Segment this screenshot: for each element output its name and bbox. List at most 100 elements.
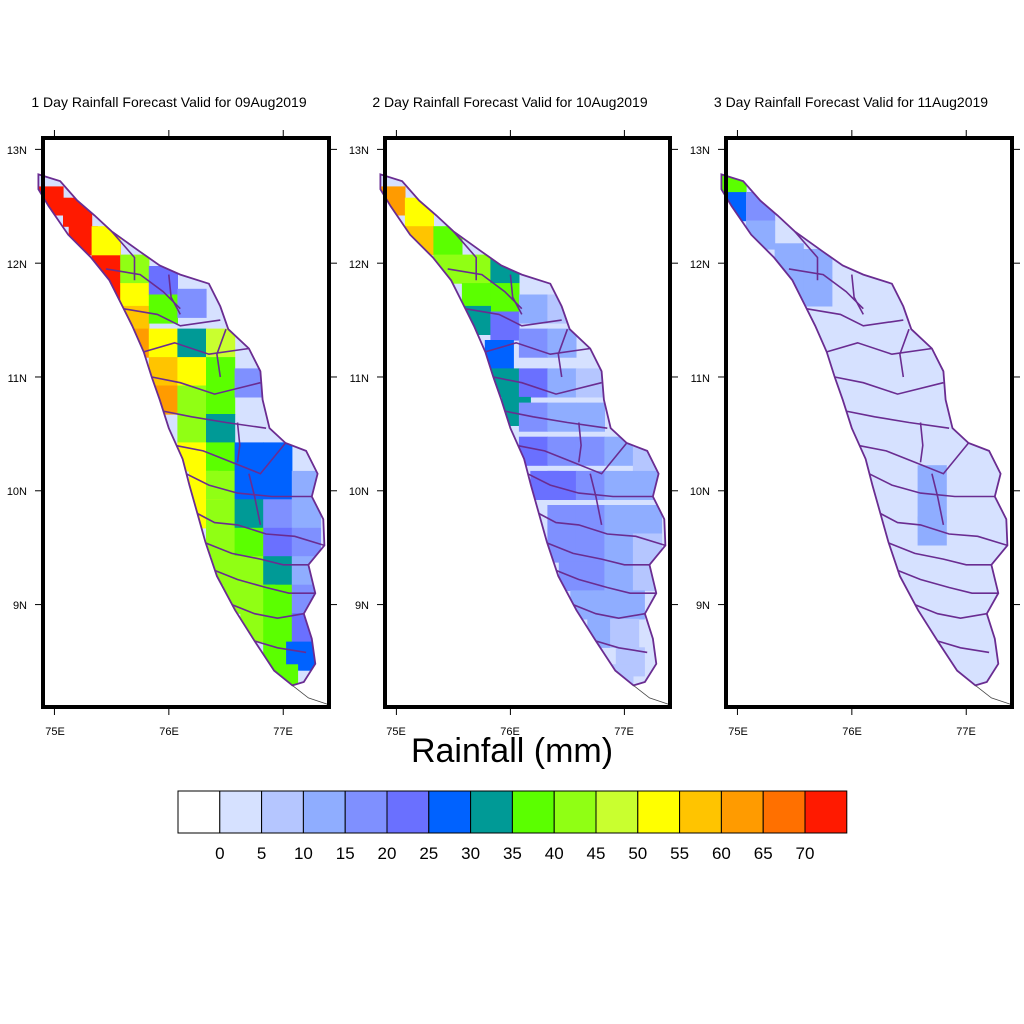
district-boundary: [589, 473, 603, 526]
district-boundary: [868, 472, 995, 498]
x-tick-label: 75E: [728, 726, 748, 738]
rainfall-cell: [206, 414, 236, 444]
y-tick-label: 13N: [690, 145, 710, 157]
colorbar-swatch: [637, 790, 681, 834]
coastline: [633, 685, 671, 706]
rainfall-cell: [604, 533, 634, 563]
y-tick-label: 13N: [7, 145, 27, 157]
colorbar-swatch: [261, 790, 304, 834]
y-tick-label: 10N: [690, 486, 710, 498]
map-axes: 75E 76E 77E 13N 12N 11N 10N 9N: [7, 130, 337, 738]
district-boundary: [174, 442, 287, 475]
colorbar-swatch: [344, 790, 388, 834]
colorbar-label: 20: [378, 844, 397, 863]
rainfall-cell: [263, 527, 293, 557]
map-frame: [724, 136, 1014, 709]
rainfall-cell: [263, 499, 293, 529]
rainfall-cell: [148, 266, 178, 296]
state-boundary: [37, 173, 326, 687]
district-boundary: [857, 442, 970, 475]
district-boundary: [231, 603, 304, 620]
coastline: [975, 685, 1013, 706]
x-tick-label: 75E: [386, 726, 406, 738]
y-tick-label: 10N: [7, 486, 27, 498]
rainfall-cell: [404, 197, 434, 227]
rainfall-cell: [291, 613, 321, 643]
y-tick-label: 13N: [349, 145, 369, 157]
y-tick-label: 10N: [349, 486, 369, 498]
district-boundary: [464, 307, 562, 327]
colorbar-label: 35: [503, 844, 522, 863]
colorbar-swatch: [720, 790, 764, 834]
district-boundary: [168, 274, 182, 315]
colorbar-swatch: [762, 790, 806, 834]
district-boundary: [793, 230, 819, 281]
district-boundary: [185, 472, 312, 498]
district-boundary: [572, 603, 646, 620]
y-tick-label: 9N: [696, 600, 710, 612]
colorbar-swatch: [804, 790, 848, 834]
district-boundary: [826, 341, 933, 356]
colorbar-label: 0: [215, 844, 224, 863]
district-boundary: [544, 541, 650, 566]
state-boundary: [379, 173, 667, 687]
district-boundary: [527, 472, 653, 498]
rainfall-cell: [263, 470, 293, 500]
colorbar-label: 50: [628, 844, 647, 863]
district-boundary: [899, 328, 910, 378]
district-boundary: [937, 640, 990, 654]
district-boundary: [805, 307, 904, 327]
colorbar-swatch: [679, 790, 722, 834]
rainfall-cell: [774, 243, 804, 273]
colorbar-label: 15: [336, 844, 355, 863]
district-boundary: [509, 274, 523, 315]
colorbar-label: 65: [754, 844, 773, 863]
district-boundary: [555, 569, 657, 595]
rainfall-cell: [148, 294, 178, 324]
y-tick-label: 11N: [691, 373, 710, 385]
x-tick-label: 77E: [614, 726, 634, 738]
district-boundary: [897, 569, 999, 595]
rainfall-cell: [518, 294, 548, 324]
map-content: [720, 173, 1013, 706]
colorbar: 0 5 10 15 20 25 30 35 40 45 50 55 60 65 70: [177, 790, 848, 863]
district-boundary: [143, 341, 250, 356]
map-panel-day1: 1 Day Rainfall Forecast Valid for 09Aug2…: [7, 94, 337, 738]
district-boundary: [216, 328, 227, 378]
rainfall-cell: [518, 328, 548, 358]
map-axes: 75E 76E 77E 13N 12N 11N 10N 9N: [690, 130, 1020, 738]
x-tick-label: 75E: [45, 726, 65, 738]
district-boundary: [557, 328, 569, 378]
rainfall-cell: [63, 197, 93, 227]
colorbar-label: 45: [587, 844, 606, 863]
rainfall-cell: [404, 226, 434, 256]
colorbar-label: 70: [796, 844, 815, 863]
district-boundary: [254, 640, 307, 654]
y-tick-label: 9N: [355, 600, 369, 612]
y-tick-label: 11N: [8, 373, 27, 385]
district-boundary: [236, 422, 241, 463]
x-tick-label: 76E: [159, 726, 179, 738]
rainfall-cell: [604, 664, 634, 686]
district-boundary: [248, 473, 262, 526]
map-frame: [41, 136, 331, 709]
rainfall-cell: [91, 226, 121, 256]
y-tick-label: 12N: [349, 259, 369, 271]
rainfall-cell: [604, 505, 634, 535]
rainfall-cell: [177, 288, 207, 318]
colorbar-swatch: [177, 790, 221, 834]
rainfall-cell: [490, 283, 520, 313]
district-boundary: [834, 376, 944, 395]
district-boundary: [197, 512, 325, 547]
district-boundary: [914, 603, 987, 620]
map-content: [37, 173, 330, 706]
district-boundary: [515, 442, 628, 475]
rainfall-cell: [547, 505, 577, 535]
colorbar-swatch: [595, 790, 639, 834]
district-boundary: [493, 376, 602, 395]
rainfall-cell: [291, 556, 321, 586]
map-panel-day2: 2 Day Rainfall Forecast Valid for 10Aug2…: [349, 94, 678, 738]
panel-title: 1 Day Rainfall Forecast Valid for 09Aug2…: [31, 94, 306, 110]
district-boundary: [151, 376, 261, 395]
